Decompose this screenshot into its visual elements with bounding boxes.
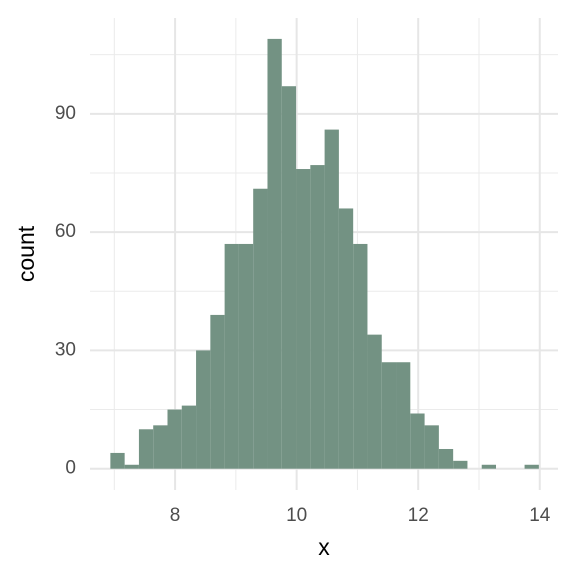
x-tick-label: 10 xyxy=(286,505,307,526)
bar xyxy=(224,243,239,469)
bar xyxy=(210,314,225,469)
bar xyxy=(453,460,468,469)
bar xyxy=(481,464,497,469)
bar xyxy=(267,38,282,469)
bar xyxy=(296,169,311,469)
bar xyxy=(310,165,325,469)
x-tick-label: 14 xyxy=(529,505,551,526)
y-tick-label: 30 xyxy=(55,339,76,360)
y-axis-title: count xyxy=(13,225,39,282)
bar xyxy=(181,405,197,469)
bar xyxy=(424,425,439,469)
bar xyxy=(138,429,154,469)
y-tick-label: 0 xyxy=(65,458,76,479)
bar xyxy=(381,362,397,469)
y-tick-label: 90 xyxy=(55,103,76,124)
bar xyxy=(353,243,368,469)
bar xyxy=(238,243,254,469)
bar xyxy=(153,425,168,469)
bars xyxy=(110,38,539,469)
x-tick-label: 8 xyxy=(170,505,181,526)
y-tick-label: 60 xyxy=(55,221,76,242)
bar xyxy=(410,413,425,469)
bar xyxy=(324,129,339,469)
bar xyxy=(196,350,211,469)
bar xyxy=(253,188,268,469)
bar xyxy=(281,86,297,469)
bar xyxy=(524,464,539,469)
bar xyxy=(124,464,139,469)
bar xyxy=(338,208,354,469)
bar xyxy=(438,448,454,469)
bar xyxy=(167,409,182,469)
x-tick-label: 12 xyxy=(408,505,429,526)
bar xyxy=(110,452,125,469)
bar xyxy=(396,362,411,469)
x-axis-title: x xyxy=(318,534,330,560)
bar xyxy=(367,334,382,469)
